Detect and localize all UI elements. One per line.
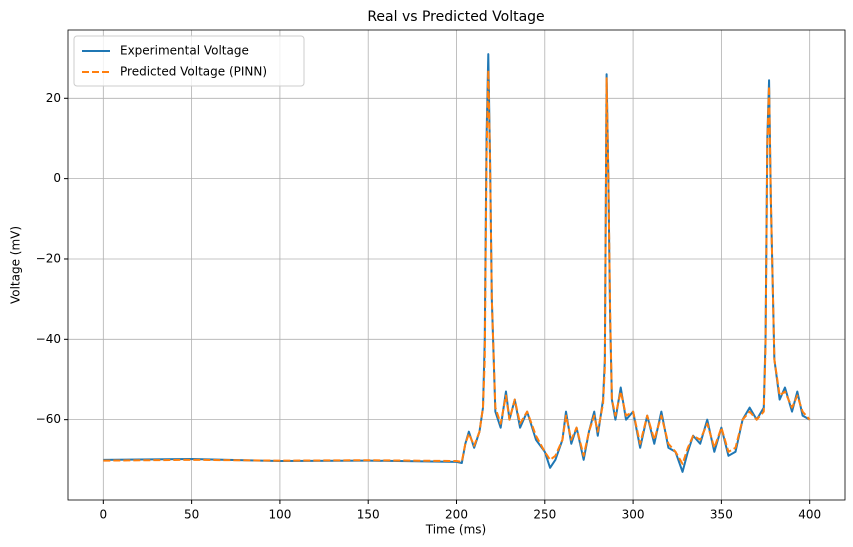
- plot-frame: [67, 29, 846, 501]
- y-axis-label: Voltage (mV): [9, 226, 23, 304]
- x-tick-label: 400: [798, 508, 821, 522]
- x-axis-label: Time (ms): [425, 523, 487, 537]
- legend-label: Experimental Voltage: [120, 44, 249, 58]
- x-tick-label: 100: [268, 508, 291, 522]
- y-tick-label: −20: [36, 251, 61, 265]
- x-tick-label: 150: [357, 508, 380, 522]
- chart-title: Real vs Predicted Voltage: [367, 9, 544, 25]
- legend-label: Predicted Voltage (PINN): [120, 65, 267, 79]
- x-tick-label: 250: [533, 508, 556, 522]
- y-tick-label: 20: [46, 91, 61, 105]
- x-tick-label: 50: [184, 508, 199, 522]
- y-tick-label: −40: [36, 332, 61, 346]
- series-line: [103, 69, 811, 465]
- x-tick-label: 200: [445, 508, 468, 522]
- series-line: [103, 53, 811, 473]
- legend-box: [73, 35, 305, 87]
- x-tick-label: 0: [99, 508, 107, 522]
- x-tick-label: 300: [622, 508, 645, 522]
- y-tick-label: −60: [36, 412, 61, 426]
- x-tick-label: 350: [710, 508, 733, 522]
- y-tick-label: 0: [53, 171, 61, 185]
